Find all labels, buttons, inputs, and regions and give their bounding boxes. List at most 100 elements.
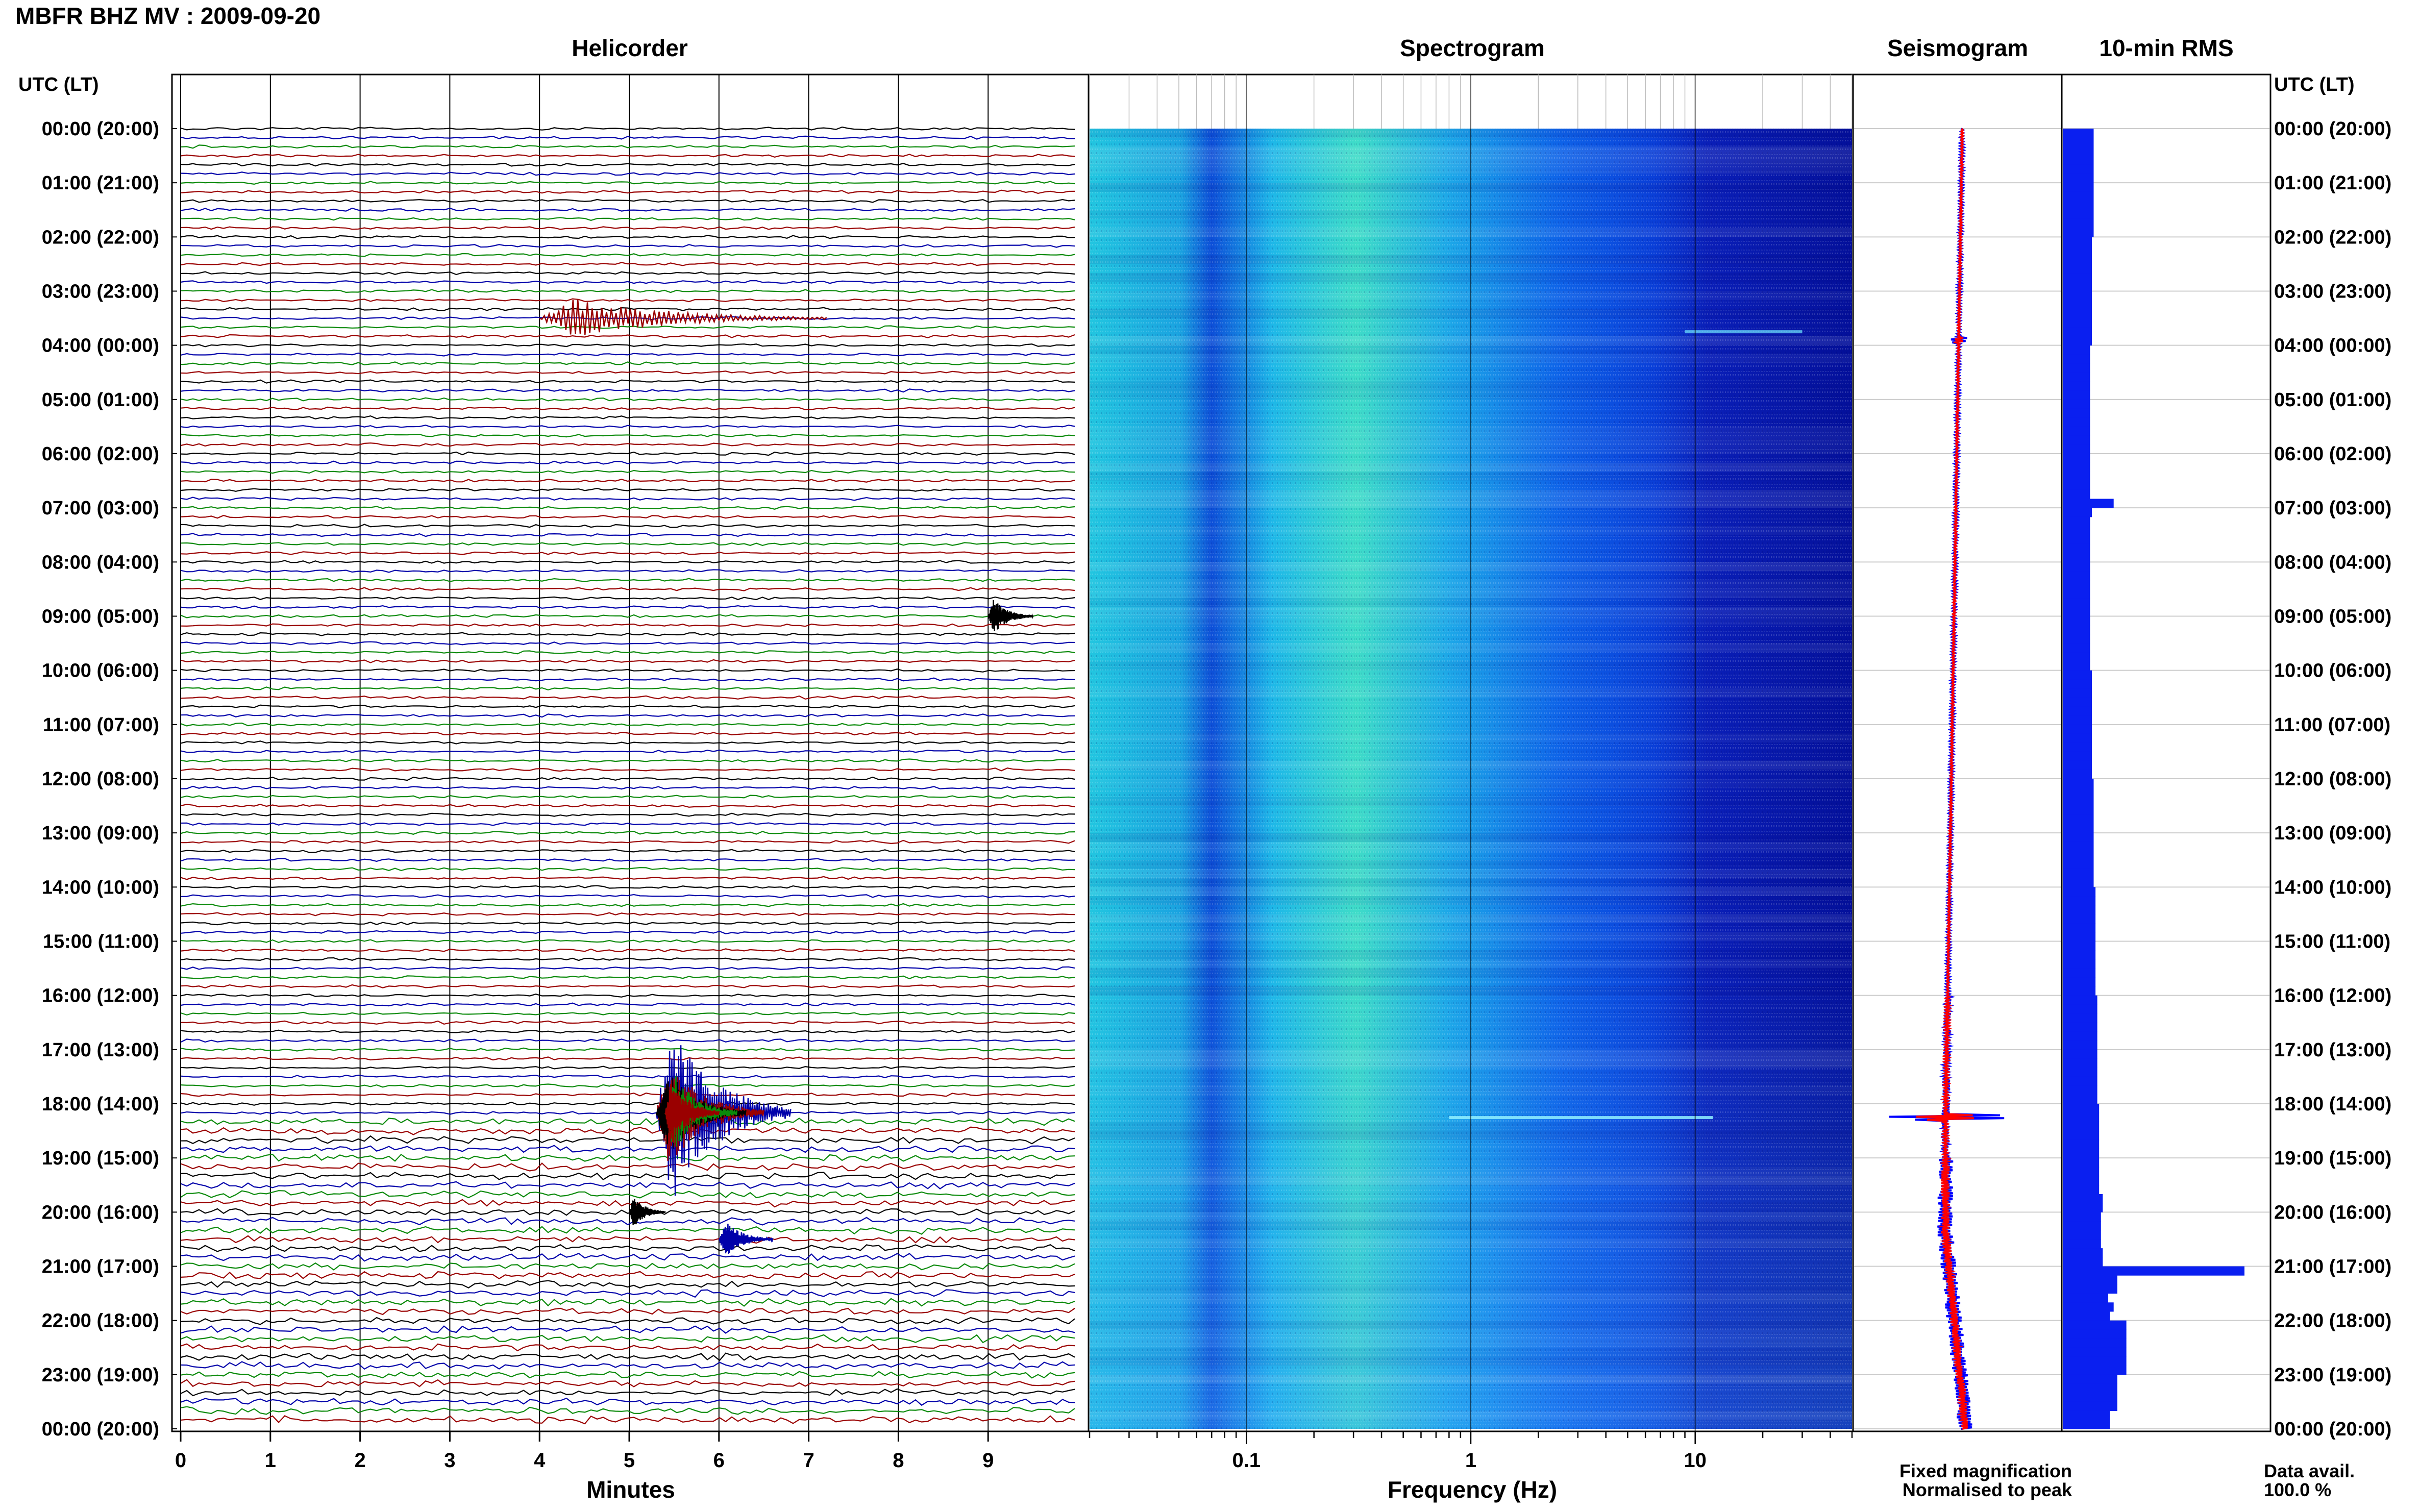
- rms-bar: [2063, 977, 2096, 987]
- helicorder-trace-line: [180, 171, 1075, 176]
- rms-bar: [2063, 1366, 2127, 1375]
- helicorder-trace-line: [180, 289, 1075, 293]
- helicorder-trace-line: [180, 1208, 1075, 1216]
- helicorder-trace-line: [180, 867, 1075, 872]
- helicorder-trace-line: [180, 1280, 1075, 1289]
- helicorder-trace-line: [180, 1153, 1075, 1162]
- rms-panel: [2061, 73, 2272, 1432]
- rms-bar: [2063, 661, 2090, 671]
- rms-bar: [2063, 724, 2092, 734]
- helicorder-trace-line: [180, 189, 1075, 194]
- rms-bar: [2063, 887, 2096, 897]
- frequency-tick-label: 10: [1684, 1449, 1707, 1472]
- time-label-right: 21:00 (17:00): [2274, 1256, 2391, 1278]
- helicorder-trace-line: [180, 181, 1075, 185]
- minute-tick-label: 2: [354, 1449, 365, 1472]
- helicorder-trace-line: [180, 1317, 1075, 1325]
- helicorder-trace-line: [180, 442, 1075, 447]
- rms-bar: [2063, 201, 2094, 210]
- helicorder-trace-line: [180, 776, 1075, 781]
- helicorder-trace-line: [180, 334, 1075, 339]
- rms-bar: [2063, 1248, 2103, 1258]
- helicorder-trace-line: [180, 1388, 1075, 1397]
- rms-bar: [2063, 995, 2097, 1005]
- helicorder-trace-line: [180, 1181, 1075, 1189]
- helicorder-trace-line: [180, 415, 1075, 419]
- rms-bar: [2063, 526, 2090, 535]
- rms-bar: [2063, 589, 2090, 599]
- time-label-left: 05:00 (01:00): [42, 389, 159, 411]
- minute-tick-label: 1: [265, 1449, 276, 1472]
- helicorder-trace-line: [180, 1361, 1075, 1370]
- rms-bar: [2063, 923, 2096, 933]
- helicorder-event: [664, 1080, 720, 1143]
- helicorder-trace-line: [180, 1029, 1075, 1034]
- helicorder-trace-line: [180, 551, 1075, 555]
- helicorder-trace-line: [180, 560, 1075, 564]
- helicorder-trace-line: [180, 1172, 1075, 1180]
- helicorder-trace-line: [180, 605, 1075, 609]
- helicorder-trace-line: [180, 1162, 1075, 1172]
- rms-bar: [2063, 1158, 2100, 1168]
- helicorder-trace-line: [180, 804, 1075, 808]
- rms-bar: [2063, 535, 2090, 544]
- helicorder-trace-line: [180, 668, 1075, 673]
- time-label-left: 23:00 (19:00): [42, 1365, 159, 1386]
- rms-bar: [2063, 1203, 2103, 1212]
- helicorder-trace-line: [180, 568, 1075, 573]
- time-label-left: 21:00 (17:00): [42, 1256, 159, 1278]
- helicorder-trace-line: [180, 425, 1075, 429]
- rms-bar: [2063, 1058, 2097, 1068]
- helicorder-trace-line: [180, 912, 1075, 916]
- helicorder-trace-line: [180, 235, 1075, 239]
- rms-bar: [2063, 345, 2090, 355]
- minute-tick-label: 8: [893, 1449, 904, 1472]
- rms-bar: [2063, 797, 2094, 806]
- rms-bar: [2063, 327, 2092, 337]
- rms-bar: [2063, 237, 2092, 246]
- time-label-left: 15:00 (11:00): [43, 931, 159, 953]
- spectrogram-x-axis-label: Frequency (Hz): [1388, 1476, 1557, 1503]
- helicorder-trace-line: [180, 506, 1075, 510]
- rms-bar: [2063, 878, 2094, 887]
- rms-bar: [2063, 1393, 2117, 1402]
- rms-bar: [2063, 1311, 2110, 1321]
- helicorder-trace-line: [180, 1190, 1075, 1199]
- helicorder-trace-line: [180, 487, 1075, 492]
- helicorder-trace-line: [180, 542, 1075, 547]
- rms-bar: [2063, 1049, 2097, 1059]
- rms-bar: [2063, 282, 2092, 291]
- helicorder-trace-line: [180, 885, 1075, 889]
- helicorder-trace-line: [180, 325, 1075, 330]
- time-label-left: 17:00 (13:00): [42, 1039, 159, 1061]
- helicorder-trace-line: [180, 1074, 1075, 1079]
- rms-bar: [2063, 1185, 2100, 1195]
- rms-bar: [2063, 833, 2094, 842]
- time-label-right: 08:00 (04:00): [2274, 552, 2391, 573]
- frequency-tick-label: 0.1: [1232, 1449, 1261, 1472]
- rms-bar: [2063, 1167, 2100, 1177]
- time-label-right: 14:00 (10:00): [2274, 877, 2391, 898]
- rms-bar: [2063, 472, 2090, 481]
- helicorder-trace-line: [180, 244, 1075, 248]
- helicorder-trace-line: [180, 262, 1075, 266]
- helicorder-trace-line: [180, 370, 1075, 375]
- rms-bar: [2063, 137, 2094, 147]
- rms-bar: [2063, 1347, 2127, 1357]
- rms-bar: [2063, 760, 2092, 770]
- rms-bar: [2063, 1356, 2127, 1366]
- helicorder-trace-line: [180, 767, 1075, 772]
- helicorder-trace-line: [180, 1253, 1075, 1262]
- rms-bar: [2063, 688, 2092, 698]
- legend-normalised: Normalised to peak: [1903, 1479, 2072, 1500]
- helicorder-trace-line: [180, 704, 1075, 709]
- rms-bar: [2063, 228, 2094, 237]
- rms-bar: [2063, 1410, 2110, 1420]
- helicorder-trace-line: [180, 162, 1075, 167]
- rms-bar: [2063, 1293, 2108, 1303]
- rms-bar: [2063, 1221, 2101, 1231]
- minute-tick-label: 5: [624, 1449, 635, 1472]
- minute-tick-label: 9: [982, 1449, 994, 1472]
- helicorder-trace-line: [180, 1226, 1075, 1235]
- time-label-left: 07:00 (03:00): [42, 498, 159, 519]
